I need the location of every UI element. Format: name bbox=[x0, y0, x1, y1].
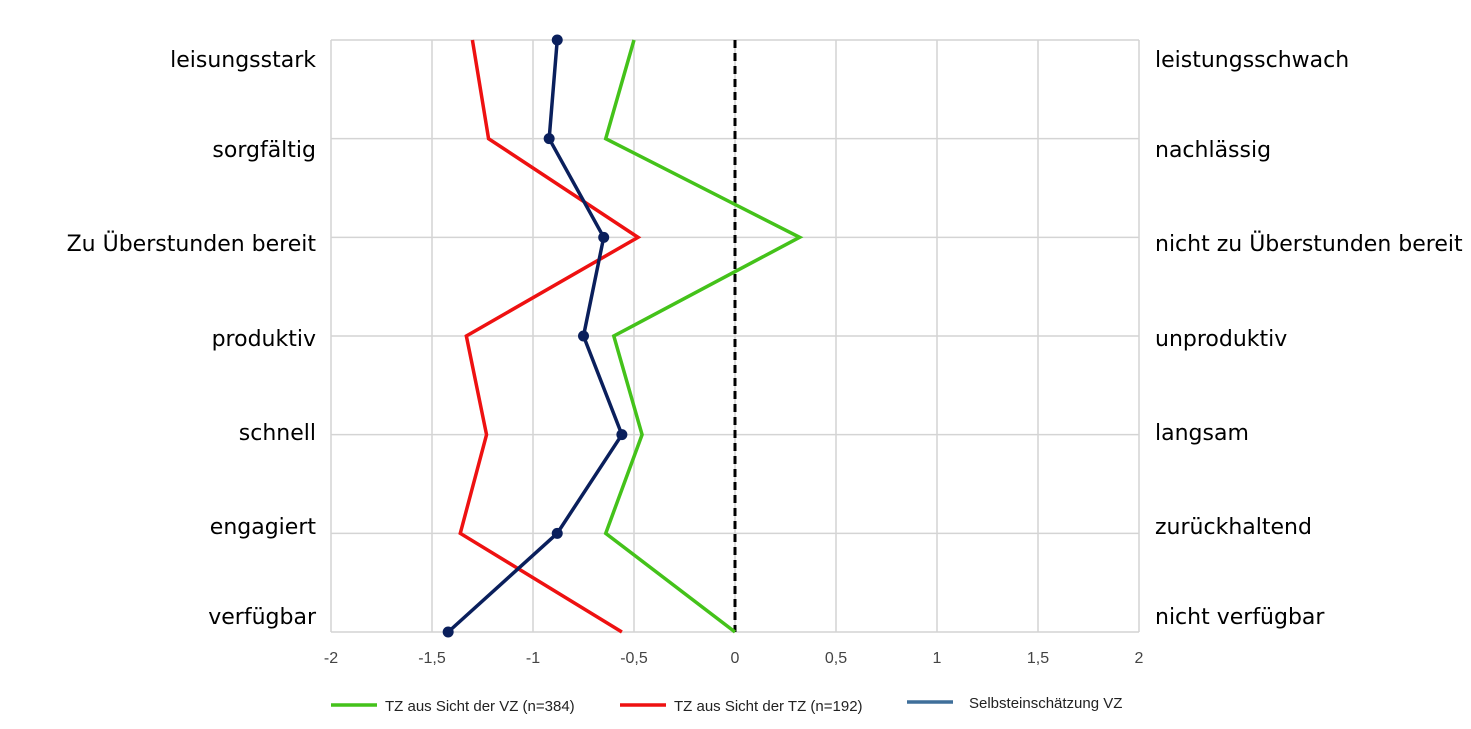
legend-label: TZ aus Sicht der TZ (n=192) bbox=[674, 698, 863, 715]
series-point bbox=[551, 34, 563, 46]
category-label-left: leisungsstark bbox=[170, 48, 316, 73]
series-point bbox=[442, 626, 454, 638]
series-line bbox=[458, 39, 642, 634]
x-tick-label: -2 bbox=[324, 650, 338, 667]
category-label-right: leistungsschwach bbox=[1155, 48, 1349, 73]
legend-label: Selbsteinschätzung VZ bbox=[969, 695, 1122, 712]
category-label-right: unproduktiv bbox=[1155, 327, 1287, 352]
x-tick-label: 0 bbox=[731, 650, 740, 667]
category-label-right: nicht zu Überstunden bereit bbox=[1155, 231, 1463, 257]
x-tick-label: 1,5 bbox=[1027, 650, 1049, 667]
category-label-left: engagiert bbox=[210, 515, 317, 540]
series-point bbox=[578, 330, 589, 342]
x-tick-label: -1 bbox=[526, 650, 540, 667]
category-label-right: langsam bbox=[1155, 421, 1249, 446]
category-label-right: nicht verfügbar bbox=[1155, 605, 1325, 630]
x-tick-labels: -2 -1,5 -1 -0,5 0 0,5 1 1,5 2 bbox=[324, 650, 1144, 667]
series-point bbox=[551, 527, 563, 539]
legend-label: TZ aus Sicht der VZ (n=384) bbox=[385, 698, 575, 715]
category-label-left: schnell bbox=[239, 421, 316, 446]
x-tick-label: 0,5 bbox=[825, 650, 847, 667]
category-label-left: verfügbar bbox=[208, 605, 317, 630]
x-tick-label: -0,5 bbox=[620, 650, 648, 667]
series-line bbox=[603, 39, 804, 634]
grid bbox=[330, 39, 1140, 633]
category-label-left: sorgfältig bbox=[212, 138, 316, 163]
category-labels: leisungsstark sorgfältig Zu Überstunden be… bbox=[67, 48, 1463, 630]
series-point bbox=[616, 429, 628, 441]
series-point bbox=[543, 133, 555, 145]
category-label-left: produktiv bbox=[212, 327, 316, 352]
category-label-left: Zu Überstunden bereit bbox=[67, 231, 317, 257]
category-label-right: zurückhaltend bbox=[1155, 515, 1312, 540]
x-tick-label: 1 bbox=[933, 650, 942, 667]
x-tick-label: 2 bbox=[1135, 650, 1144, 667]
legend: TZ aus Sicht der VZ (n=384) TZ aus Sicht … bbox=[331, 695, 1122, 715]
series-group bbox=[442, 34, 804, 638]
category-label-right: nachlässig bbox=[1155, 138, 1271, 163]
x-tick-label: -1,5 bbox=[418, 650, 446, 667]
series-point bbox=[598, 231, 610, 243]
